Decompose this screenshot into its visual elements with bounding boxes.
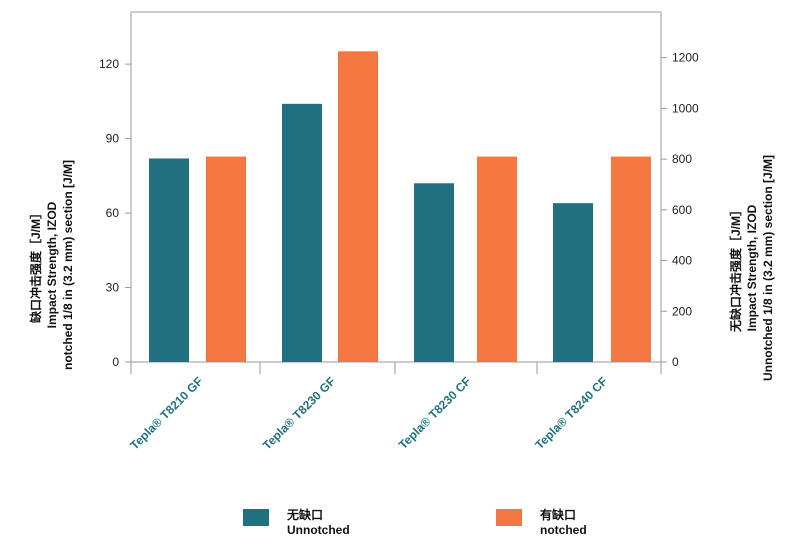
- legend-label-0-line-1: Unnotched: [287, 523, 350, 537]
- right-tick-label-5: 1000: [672, 101, 699, 115]
- left-axis-title-line-1: Impact Strength, IZOD: [45, 201, 59, 328]
- left-axis-title-line-2: notched 1/8 in (3.2 mm) section [J/M]: [61, 160, 75, 370]
- right-tick-label-2: 400: [672, 254, 692, 268]
- right-tick-label-3: 600: [672, 203, 692, 217]
- right-axis-title-line-2: Unnotched 1/8 in (3.2 mm) section [J/M]: [761, 155, 775, 381]
- right-tick-label-1: 200: [672, 304, 692, 318]
- left-tick-label-4: 120: [99, 57, 119, 71]
- right-axis-title-line-1: Impact Strength, IZOD: [745, 204, 759, 331]
- legend-swatch-0: [243, 509, 269, 526]
- right-tick-label-4: 800: [672, 152, 692, 166]
- category-label-0: Tepla® T8210 GF: [127, 374, 205, 452]
- bar-unnotched-2: [414, 183, 454, 362]
- category-label-3: Tepla® T8240 CF: [532, 374, 610, 452]
- bar-notched-3: [611, 156, 651, 362]
- bar-notched-0: [206, 156, 246, 362]
- category-label-2: Tepla® T8230 CF: [396, 374, 474, 452]
- legend-label-0-line-0: 无缺口: [286, 507, 323, 522]
- legend-swatch-1: [496, 509, 522, 526]
- legend-label-1-line-1: notched: [540, 523, 587, 537]
- right-tick-label-6: 1200: [672, 51, 699, 65]
- right-tick-label-0: 0: [672, 355, 679, 369]
- right-axis-title-line-0: 无缺口冲击强度［J/M］: [728, 204, 743, 333]
- bar-unnotched-1: [282, 103, 322, 363]
- left-axis-title-line-0: 缺口冲击强度［J/M］: [28, 207, 43, 323]
- category-label-1: Tepla® T8230 GF: [260, 374, 338, 452]
- legend-label-1-line-0: 有缺口: [540, 507, 576, 522]
- left-tick-label-0: 0: [112, 355, 119, 369]
- bar-unnotched-0: [149, 158, 189, 362]
- left-tick-label-3: 90: [106, 132, 120, 146]
- left-tick-label-2: 60: [106, 206, 120, 220]
- bar-notched-2: [477, 156, 517, 362]
- left-tick-label-1: 30: [106, 281, 120, 295]
- bar-notched-1: [338, 51, 378, 363]
- bar-unnotched-3: [553, 203, 593, 362]
